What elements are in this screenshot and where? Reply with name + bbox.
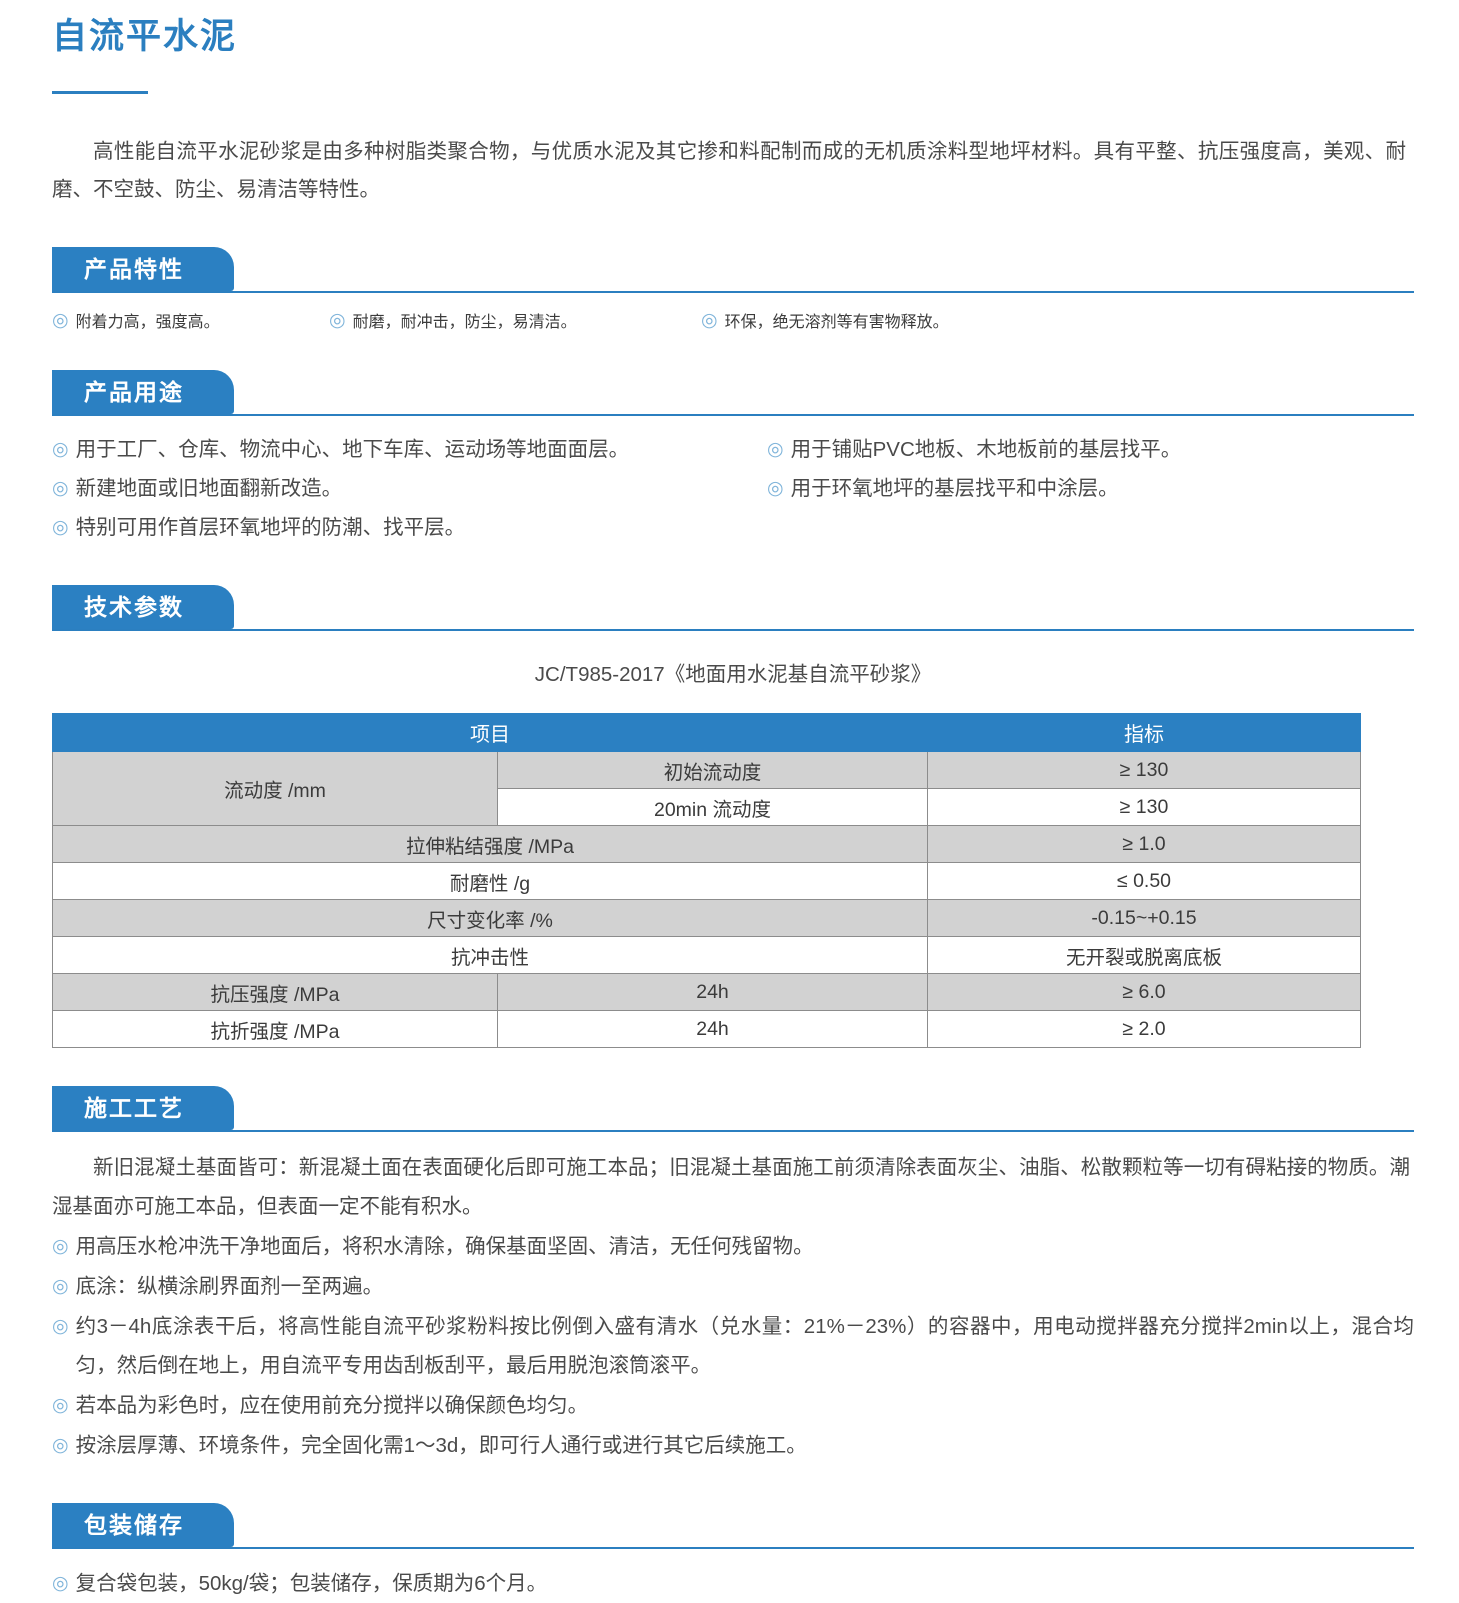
table-cell-value: 无开裂或脱离底板 — [927, 936, 1361, 974]
table-row: 流动度 /mm 初始流动度 ≥ 130 — [52, 751, 1361, 826]
table-cell-value: ≥ 2.0 — [927, 1010, 1361, 1048]
list-item: ◎ 环保，绝无溶剂等有害物释放。 — [701, 308, 949, 332]
section-tech-parameters: 技术参数 JC/T985-2017《地面用水泥基自流平砂浆》 项目 指标 流动度… — [52, 585, 1414, 1048]
table-row: 尺寸变化率 /% -0.15~+0.15 — [52, 899, 1361, 937]
bullet-circle-icon: ◎ — [52, 1276, 69, 1297]
uses-columns: ◎ 用于工厂、仓库、物流中心、地下车库、运动场等地面面层。 ◎ 新建地面或旧地面… — [52, 430, 1414, 547]
table-cell-value: ≥ 1.0 — [927, 825, 1361, 863]
list-item-label: 复合袋包装，50kg/袋；包装储存，保质期为6个月。 — [75, 1572, 548, 1595]
table-cell-value: ≥ 6.0 — [927, 973, 1361, 1011]
list-item-label: 用于工厂、仓库、物流中心、地下车库、运动场等地面面层。 — [75, 438, 630, 461]
table-cell-value: ≥ 130 — [927, 788, 1361, 826]
uses-left-column: ◎ 用于工厂、仓库、物流中心、地下车库、运动场等地面面层。 ◎ 新建地面或旧地面… — [52, 430, 767, 547]
table-cell-item: 流动度 /mm — [52, 751, 498, 826]
table-row: 抗冲击性 无开裂或脱离底板 — [52, 936, 1361, 974]
table-cell-item: 抗冲击性 — [52, 936, 928, 974]
list-item: ◎ 特别可用作首层环氧地坪的防潮、找平层。 — [52, 508, 767, 547]
list-item-label: 约3－4h底涂表干后，将高性能自流平砂浆粉料按比例倒入盛有清水（兑水量：21%－… — [75, 1315, 1414, 1377]
list-item: ◎ 用高压水枪冲洗干净地面后，将积水清除，确保基面坚固、清洁，无任何残留物。 — [52, 1227, 1414, 1266]
table-cell-value: -0.15~+0.15 — [927, 899, 1361, 937]
section-header-features: 产品特性 — [52, 247, 1414, 293]
list-item-label: 特别可用作首层环氧地坪的防潮、找平层。 — [75, 516, 466, 539]
table-header-value: 指标 — [927, 713, 1361, 752]
list-item-label: 耐磨，耐冲击，防尘，易清洁。 — [352, 314, 577, 331]
table-cell-value: ≥ 130 — [927, 751, 1361, 789]
bullet-circle-icon: ◎ — [52, 439, 69, 460]
bullet-circle-icon: ◎ — [52, 517, 69, 538]
list-item: ◎ 用于工厂、仓库、物流中心、地下车库、运动场等地面面层。 — [52, 430, 767, 469]
bullet-circle-icon: ◎ — [767, 439, 784, 460]
section-packaging-storage: 包装储存 ◎ 复合袋包装，50kg/袋；包装储存，保质期为6个月。 — [52, 1503, 1414, 1603]
list-item-label: 按涂层厚薄、环境条件，完全固化需1～3d，即可行人通行或进行其它后续施工。 — [75, 1434, 807, 1457]
list-item-label: 底涂：纵横涂刷界面剂一至两遍。 — [75, 1275, 384, 1298]
table-cell-item: 抗压强度 /MPa — [52, 973, 498, 1011]
list-item: ◎ 耐磨，耐冲击，防尘，易清洁。 — [329, 308, 701, 332]
bullet-circle-icon: ◎ — [52, 310, 69, 331]
table-cell-item: 尺寸变化率 /% — [52, 899, 928, 937]
section-badge-packaging: 包装储存 — [52, 1503, 234, 1547]
section-badge-tech: 技术参数 — [52, 585, 234, 629]
table-cell-item: 拉伸粘结强度 /MPa — [52, 825, 928, 863]
section-header-tech: 技术参数 — [52, 585, 1414, 631]
bullet-circle-icon: ◎ — [52, 478, 69, 499]
standard-reference: JC/T985-2017《地面用水泥基自流平砂浆》 — [534, 663, 932, 686]
table-header-item: 项目 — [52, 713, 928, 752]
list-item: ◎ 新建地面或旧地面翻新改造。 — [52, 469, 767, 508]
table-cell-item: 耐磨性 /g — [52, 862, 928, 900]
list-item-label: 若本品为彩色时，应在使用前充分搅拌以确保颜色均匀。 — [75, 1394, 589, 1417]
list-item-label: 新建地面或旧地面翻新改造。 — [75, 477, 343, 500]
bullet-circle-icon: ◎ — [52, 1573, 69, 1594]
section-uses: 产品用途 ◎ 用于工厂、仓库、物流中心、地下车库、运动场等地面面层。 ◎ 新建地… — [52, 370, 1414, 547]
bullet-circle-icon: ◎ — [767, 478, 784, 499]
bullet-circle-icon: ◎ — [52, 1316, 69, 1337]
tech-spec-table: 项目 指标 流动度 /mm 初始流动度 ≥ 130 20min 流动度 ≥ 13… — [52, 713, 1361, 1048]
section-badge-process: 施工工艺 — [52, 1086, 234, 1130]
list-item-label: 附着力高，强度高。 — [75, 314, 220, 331]
process-paragraph: 新旧混凝土基面皆可：新混凝土面在表面硬化后即可施工本品；旧混凝土基面施工前须清除… — [52, 1156, 1410, 1218]
list-item: ◎ 底涂：纵横涂刷界面剂一至两遍。 — [52, 1267, 1414, 1306]
list-item: ◎ 复合袋包装，50kg/袋；包装储存，保质期为6个月。 — [52, 1564, 1414, 1603]
list-item: ◎ 用于铺贴PVC地板、木地板前的基层找平。 — [767, 430, 1181, 469]
table-row: 耐磨性 /g ≤ 0.50 — [52, 862, 1361, 900]
list-item-label: 用高压水枪冲洗干净地面后，将积水清除，确保基面坚固、清洁，无任何残留物。 — [75, 1235, 814, 1258]
section-badge-uses: 产品用途 — [52, 370, 234, 414]
section-header-process: 施工工艺 — [52, 1086, 1414, 1132]
bullet-circle-icon: ◎ — [52, 1236, 69, 1257]
title-underline-rule — [52, 91, 148, 94]
uses-right-column: ◎ 用于铺贴PVC地板、木地板前的基层找平。 ◎ 用于环氧地坪的基层找平和中涂层… — [767, 430, 1181, 547]
section-badge-features: 产品特性 — [52, 247, 234, 291]
bullet-circle-icon: ◎ — [52, 1435, 69, 1456]
list-item-label: 环保，绝无溶剂等有害物释放。 — [724, 314, 949, 331]
section-construction-process: 施工工艺 新旧混凝土基面皆可：新混凝土面在表面硬化后即可施工本品；旧混凝土基面施… — [52, 1086, 1414, 1465]
table-cell-sub: 24h — [497, 1010, 928, 1048]
table-cell-sub: 初始流动度 — [497, 751, 928, 789]
section-header-uses: 产品用途 — [52, 370, 1414, 416]
page-title: 自流平水泥 — [52, 17, 238, 56]
list-item: ◎ 用于环氧地坪的基层找平和中涂层。 — [767, 469, 1181, 508]
table-row: 20min 流动度 ≥ 130 — [53, 788, 1361, 826]
table-cell-sub: 20min 流动度 — [497, 788, 928, 826]
list-item: ◎ 约3－4h底涂表干后，将高性能自流平砂浆粉料按比例倒入盛有清水（兑水量：21… — [52, 1307, 1414, 1385]
table-cell-sub: 24h — [497, 973, 928, 1011]
features-list: ◎ 附着力高，强度高。 ◎ 耐磨，耐冲击，防尘，易清洁。 ◎ 环保，绝无溶剂等有… — [52, 308, 1414, 332]
section-features: 产品特性 ◎ 附着力高，强度高。 ◎ 耐磨，耐冲击，防尘，易清洁。 ◎ 环保，绝… — [52, 247, 1414, 332]
bullet-circle-icon: ◎ — [701, 310, 718, 331]
table-cell-value: ≤ 0.50 — [927, 862, 1361, 900]
bullet-circle-icon: ◎ — [329, 310, 346, 331]
table-row: 抗折强度 /MPa 24h ≥ 2.0 — [52, 1010, 1361, 1048]
table-row: 拉伸粘结强度 /MPa ≥ 1.0 — [52, 825, 1361, 863]
table-row: 抗压强度 /MPa 24h ≥ 6.0 — [52, 973, 1361, 1011]
bullet-circle-icon: ◎ — [52, 1395, 69, 1416]
intro-paragraph: 高性能自流平水泥砂浆是由多种树脂类聚合物，与优质水泥及其它掺和料配制而成的无机质… — [52, 140, 1406, 201]
table-cell-item: 抗折强度 /MPa — [52, 1010, 498, 1048]
list-item: ◎ 若本品为彩色时，应在使用前充分搅拌以确保颜色均匀。 — [52, 1386, 1414, 1425]
list-item: ◎ 按涂层厚薄、环境条件，完全固化需1～3d，即可行人通行或进行其它后续施工。 — [52, 1426, 1414, 1465]
section-header-packaging: 包装储存 — [52, 1503, 1414, 1549]
list-item-label: 用于环氧地坪的基层找平和中涂层。 — [790, 477, 1119, 500]
table-header-row: 项目 指标 — [52, 713, 1361, 752]
list-item-label: 用于铺贴PVC地板、木地板前的基层找平。 — [790, 438, 1182, 461]
list-item: ◎ 附着力高，强度高。 — [52, 308, 329, 332]
